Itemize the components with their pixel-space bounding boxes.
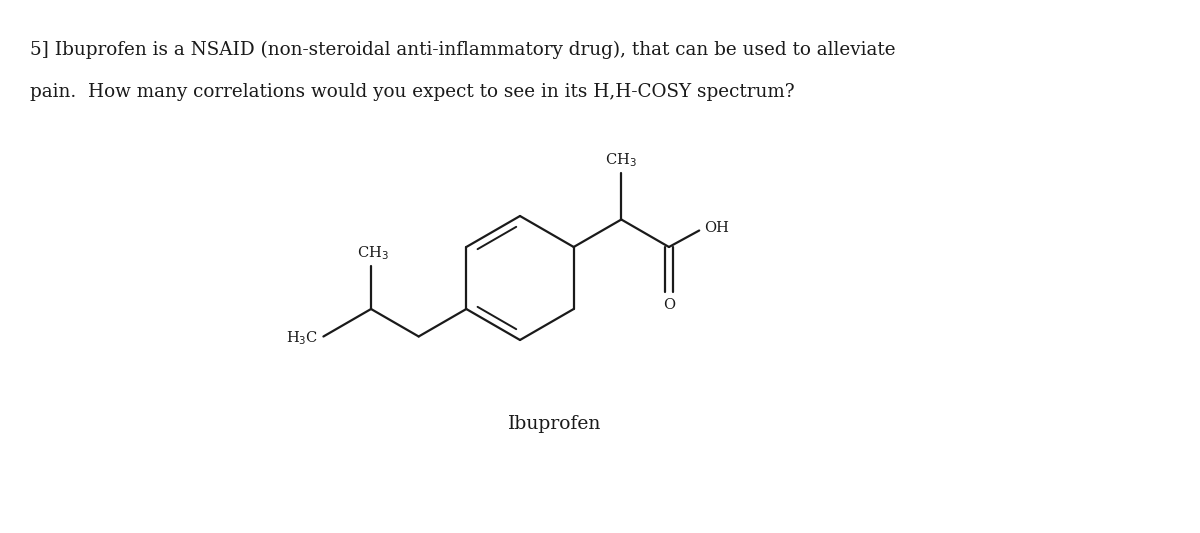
- Text: CH$_3$: CH$_3$: [358, 245, 389, 262]
- Text: pain.  How many correlations would you expect to see in its H,H-COSY spectrum?: pain. How many correlations would you ex…: [30, 83, 794, 101]
- Text: CH$_3$: CH$_3$: [606, 151, 637, 169]
- Text: H$_3$C: H$_3$C: [286, 329, 318, 348]
- Text: 5] Ibuprofen is a NSAID (non-steroidal anti-inflammatory drug), that can be used: 5] Ibuprofen is a NSAID (non-steroidal a…: [30, 41, 895, 59]
- Text: Ibuprofen: Ibuprofen: [509, 415, 601, 433]
- Text: OH: OH: [704, 222, 730, 236]
- Text: O: O: [662, 298, 676, 312]
